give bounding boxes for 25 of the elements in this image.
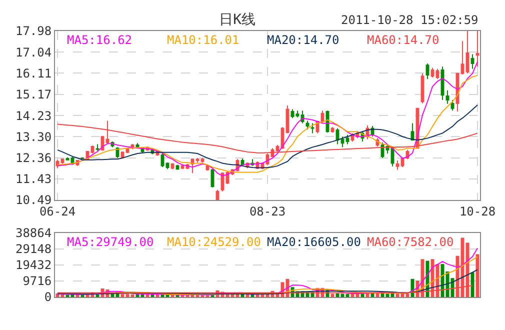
- text: MA20:16605.00: [267, 235, 361, 249]
- y-tick-label: 15.17: [15, 88, 52, 102]
- text: MA60:7582.00: [367, 235, 454, 249]
- text: 2011-10-28 15:02:59: [341, 13, 478, 27]
- y-tick-label: 17.04: [15, 45, 52, 60]
- y-tick-label: 12.36: [15, 151, 52, 166]
- text: MA5:16.62: [67, 33, 132, 47]
- text: MA60:14.70: [367, 33, 440, 47]
- text: MA10:16.01: [167, 33, 240, 47]
- text: MA10:24529.00: [167, 235, 261, 249]
- y-tick-label: 38864: [15, 226, 52, 240]
- y-tick-label: 17.98: [15, 24, 52, 38]
- chart-title: 日K线: [219, 12, 256, 28]
- y-tick-label: 14.23: [15, 108, 52, 123]
- y-tick-label: 9716: [22, 274, 52, 288]
- x-tick-label: 10-28: [459, 204, 496, 218]
- y-tick-label: 13.30: [15, 130, 52, 144]
- y-tick-label: 16.11: [15, 66, 52, 80]
- y-tick-label: 29148: [15, 242, 52, 256]
- text: MA20:14.70: [267, 33, 340, 47]
- x-tick-label: 08-23: [249, 204, 286, 218]
- y-tick-label: 19432: [15, 258, 52, 272]
- y-tick-label: 11.43: [15, 172, 52, 186]
- y-tick-label: 0: [44, 290, 52, 304]
- text: MA5:29749.00: [67, 235, 154, 249]
